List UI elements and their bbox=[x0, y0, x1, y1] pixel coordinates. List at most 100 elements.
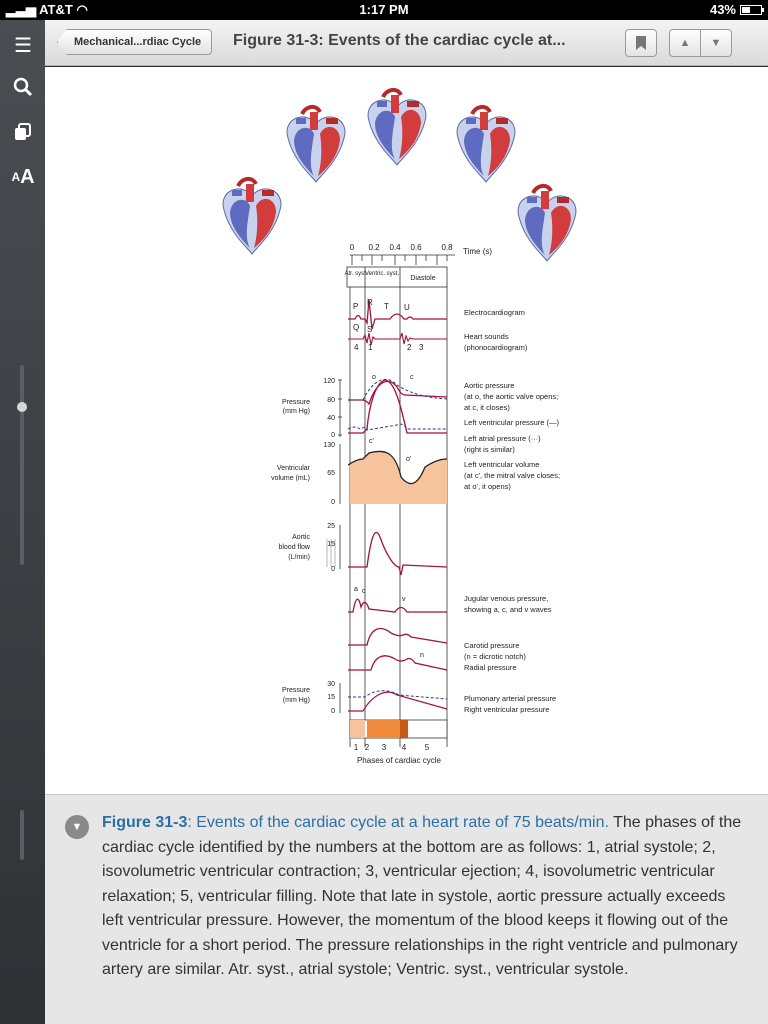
label-radial: Radial pressure bbox=[464, 663, 517, 672]
figure-area: 0 0.2 0.4 0.6 0.8 Time (s) Atr. syst. Ve… bbox=[45, 67, 768, 794]
volume-label: volume (mL) bbox=[271, 475, 310, 482]
point-label-a: a bbox=[354, 586, 358, 593]
triangle-up-icon: ▲ bbox=[679, 37, 691, 49]
ecg-trace: P R T Q S U bbox=[348, 298, 447, 334]
volume-fill bbox=[350, 451, 447, 504]
label-ecg: Electrocardiogram bbox=[464, 308, 525, 317]
ecg-wave-label: P bbox=[353, 302, 358, 311]
phase-bar: 1 2 3 4 5 Phases of cardiac cycle bbox=[349, 719, 448, 765]
phase-number: 4 bbox=[402, 743, 407, 752]
status-bar: ▂▃▅ AT&T ◠ 1:17 PM 43% bbox=[0, 0, 768, 20]
volume-curve bbox=[347, 450, 448, 485]
phase-axis-label: Phases of cardiac cycle bbox=[357, 756, 442, 765]
flow-tick: 15 bbox=[327, 541, 335, 548]
pulmonary-panel: 30 15 0 Pressure (mm Hg) bbox=[282, 681, 448, 715]
heart-illustration bbox=[285, 104, 347, 184]
pulm-tick: 30 bbox=[327, 681, 335, 688]
page-scrubber-track-lower[interactable] bbox=[20, 810, 24, 860]
sound-number: 3 bbox=[419, 343, 424, 352]
jugular-panel: a c v bbox=[348, 586, 447, 613]
label-pulmonary: Plumonary arterial pressure bbox=[464, 694, 556, 703]
clock: 1:17 PM bbox=[359, 2, 409, 17]
bookmark-icon bbox=[636, 36, 646, 50]
cardiac-cycle-figure: 0 0.2 0.4 0.6 0.8 Time (s) Atr. syst. Ve… bbox=[221, 87, 578, 765]
flow-label: blood flow bbox=[278, 544, 310, 551]
pulm-tick: 0 bbox=[331, 708, 335, 715]
phase-guides bbox=[349, 287, 448, 747]
label-rv: Right ventricular pressure bbox=[464, 705, 549, 714]
volume-tick: 65 bbox=[327, 470, 335, 477]
page-scrubber-track[interactable] bbox=[20, 365, 24, 565]
heart-illustration bbox=[366, 87, 428, 167]
phase-number: 2 bbox=[365, 743, 370, 752]
phase-number: 5 bbox=[425, 743, 430, 752]
la-pressure-curve bbox=[347, 423, 447, 431]
pressure-label: Pressure bbox=[282, 399, 310, 406]
caption-lead: : Events of the cardiac cycle at a heart… bbox=[187, 814, 609, 831]
phase-number: 3 bbox=[382, 743, 387, 752]
time-axis: 0 0.2 0.4 0.6 0.8 Time (s) bbox=[350, 243, 492, 265]
point-label-c-prime: c' bbox=[369, 438, 374, 445]
search-icon[interactable] bbox=[6, 70, 40, 104]
point-label-v: v bbox=[402, 596, 406, 603]
label-la: (right is similar) bbox=[464, 445, 515, 454]
caption-body: The phases of the cardiac cycle identifi… bbox=[102, 814, 742, 978]
aortic-flow-panel: 25 15 0 Aortic blood flow (L/min) bbox=[278, 523, 448, 576]
label-volume: at o', it opens) bbox=[464, 482, 511, 491]
caption-figure-ref[interactable]: Figure 31-3 bbox=[102, 814, 188, 831]
page-scrubber-knob[interactable] bbox=[17, 402, 27, 412]
sound-number: 4 bbox=[354, 343, 359, 352]
flow-tick: 0 bbox=[331, 566, 335, 573]
cards-icon[interactable] bbox=[6, 115, 40, 149]
heart-illustration bbox=[516, 183, 578, 263]
pressure-label: (mm Hg) bbox=[283, 408, 310, 415]
sound-number: 2 bbox=[407, 343, 412, 352]
label-jugular: Jugular venous pressure, bbox=[464, 594, 548, 603]
time-tick: 0.6 bbox=[410, 243, 422, 252]
point-label-c2: c bbox=[362, 588, 366, 595]
radial-curve bbox=[348, 655, 448, 671]
carrier-label: ▂▃▅ AT&T ◠ bbox=[6, 2, 88, 17]
triangle-down-icon: ▼ bbox=[710, 37, 722, 49]
label-volume: Left ventricular volume bbox=[464, 460, 539, 469]
table-of-contents-icon[interactable]: ☰ bbox=[14, 34, 32, 57]
top-bar: Mechanical...rdiac Cycle Figure 31-3: Ev… bbox=[45, 20, 768, 66]
bookmark-button[interactable] bbox=[625, 29, 657, 57]
time-tick: 0.8 bbox=[441, 243, 453, 252]
next-button[interactable]: ▼ bbox=[700, 29, 732, 57]
flow-tick: 25 bbox=[327, 523, 335, 530]
time-tick: 0.4 bbox=[389, 243, 401, 252]
pressure-tick: 40 bbox=[327, 415, 335, 422]
volume-tick: 0 bbox=[331, 499, 335, 506]
pressure-panel: 120 80 40 0 Pressure (mm Hg) o c c' bbox=[282, 374, 448, 445]
time-tick: 0.2 bbox=[368, 243, 380, 252]
pulm-label: (mm Hg) bbox=[283, 697, 310, 704]
pressure-tick: 80 bbox=[327, 397, 335, 404]
label-aortic: Aortic pressure bbox=[464, 381, 514, 390]
aortic-flow-curve bbox=[348, 531, 448, 576]
previous-button[interactable]: ▲ bbox=[669, 29, 701, 57]
label-lv: Left ventricular pressure (—) bbox=[464, 418, 560, 427]
jugular-curve bbox=[348, 598, 447, 613]
label-volume: (at c', the mitral valve closes; bbox=[464, 471, 560, 480]
volume-label: Ventricular bbox=[277, 465, 311, 472]
chevron-down-icon: ▼ bbox=[71, 821, 83, 833]
time-tick: 0 bbox=[350, 243, 355, 252]
phase-header-atrial: Atr. syst. bbox=[344, 271, 367, 277]
carotid-curve bbox=[348, 627, 448, 646]
flow-label: (L/min) bbox=[288, 554, 310, 561]
ecg-wave-label: T bbox=[384, 302, 389, 311]
ecg-wave-label: R bbox=[367, 298, 373, 307]
label-jugular: showing a, c, and v waves bbox=[464, 605, 552, 614]
figure-caption: ▼ Figure 31-3: Events of the cardiac cyc… bbox=[45, 794, 768, 1024]
heart-sounds-trace: 4 1 2 3 bbox=[348, 332, 447, 352]
aortic-dashed-curve bbox=[348, 378, 448, 401]
label-carotid: Carotid pressure bbox=[464, 641, 519, 650]
back-button[interactable]: Mechanical...rdiac Cycle bbox=[57, 29, 213, 55]
collapse-caption-button[interactable]: ▼ bbox=[65, 815, 89, 839]
rv-pressure-curve bbox=[348, 691, 448, 712]
phase-header-diastole: Diastole bbox=[410, 275, 435, 282]
page-title: Figure 31-3: Events of the cardiac cycle… bbox=[233, 32, 566, 49]
label-sounds: (phonocardiogram) bbox=[464, 343, 528, 352]
